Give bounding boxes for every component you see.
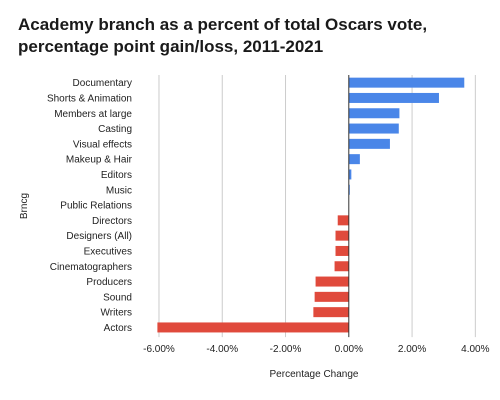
category-label: Sound xyxy=(103,292,132,303)
category-label: Public Relations xyxy=(60,201,132,212)
bar xyxy=(315,276,349,287)
bar xyxy=(337,215,349,226)
x-tick-label: 0.00% xyxy=(335,344,363,355)
chart-title: Academy branch as a percent of total Osc… xyxy=(18,15,428,56)
category-label: Producers xyxy=(86,277,132,288)
x-tick-label: 4.00% xyxy=(461,344,489,355)
category-label: Executives xyxy=(84,246,132,257)
bar xyxy=(348,138,390,149)
x-axis-title: Percentage Change xyxy=(270,369,359,380)
bar xyxy=(348,169,352,180)
category-label: Editors xyxy=(101,170,132,181)
category-label: Writers xyxy=(101,308,132,319)
category-label: Shorts & Animation xyxy=(47,93,132,104)
category-label: Actors xyxy=(104,323,132,334)
bar xyxy=(348,92,439,103)
bar xyxy=(348,77,465,88)
category-label: Documentary xyxy=(73,78,132,89)
x-tick-label: -4.00% xyxy=(206,344,238,355)
bar xyxy=(348,108,400,119)
category-label: Cinematographers xyxy=(50,262,132,273)
category-label: Visual effects xyxy=(73,139,132,150)
bar xyxy=(157,322,349,333)
bar xyxy=(314,291,349,302)
category-label: Designers (All) xyxy=(66,231,132,242)
category-label: Directors xyxy=(92,216,132,227)
category-label: Casting xyxy=(98,124,132,135)
x-tick-label: -6.00% xyxy=(143,344,175,355)
bar xyxy=(334,261,349,272)
category-label: Makeup & Hair xyxy=(66,155,133,166)
x-tick-label: 2.00% xyxy=(398,344,426,355)
bar xyxy=(313,307,349,318)
category-label: Music xyxy=(106,185,132,196)
y-axis-title: Brncg xyxy=(19,193,30,219)
bar xyxy=(348,154,360,165)
bar xyxy=(335,245,349,256)
bar xyxy=(348,123,399,134)
bar xyxy=(335,230,349,241)
x-tick-label: -2.00% xyxy=(270,344,302,355)
category-label: Members at large xyxy=(54,109,132,120)
